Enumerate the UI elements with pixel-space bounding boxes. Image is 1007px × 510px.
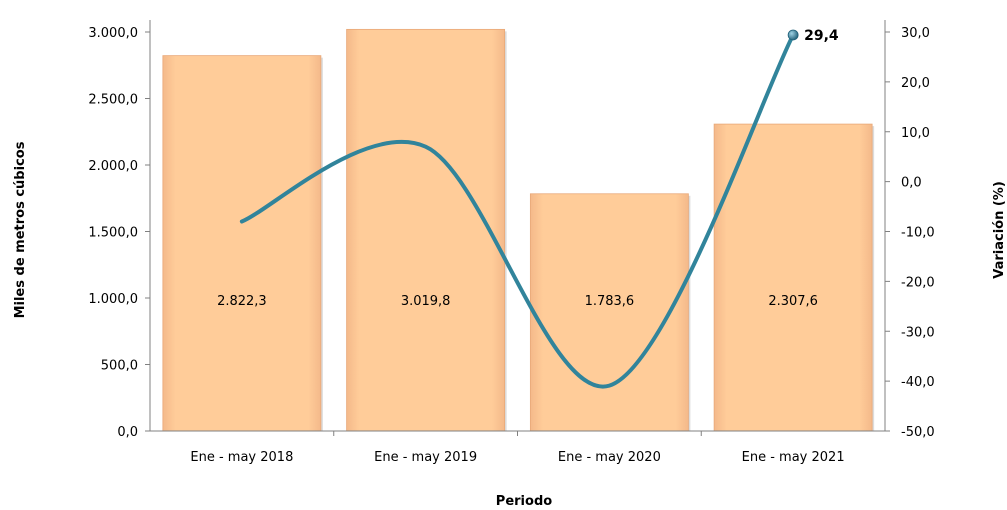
y-tick-label: 500,0 <box>101 359 138 374</box>
bar-value-label: 2.307,6 <box>768 294 818 309</box>
bar-value-label: 2.822,3 <box>217 294 267 309</box>
y2-tick-label: 20,0 <box>901 76 930 91</box>
y-tick-label: 2.000,0 <box>88 159 138 174</box>
bar-data-labels: 2.822,3 3.019,8 1.783,6 2.307,6 <box>217 294 818 309</box>
y-tick-label: 3.000,0 <box>88 26 138 41</box>
bar <box>346 28 506 432</box>
y2-tick-label: 10,0 <box>901 126 930 141</box>
x-tick-label: Ene - may 2018 <box>190 450 293 465</box>
y-tick-label: 1.000,0 <box>88 292 138 307</box>
bar <box>162 55 322 432</box>
line-series: 29,4 <box>239 28 839 389</box>
x-tick-label: Ene - may 2019 <box>374 450 477 465</box>
y-tick-label: 2.500,0 <box>88 93 138 108</box>
y2-tick-label: 30,0 <box>901 26 930 41</box>
bar-series <box>162 28 875 432</box>
x-axis-title: Periodo <box>496 494 552 509</box>
variation-line <box>239 32 796 389</box>
line-point-marker <box>787 29 799 41</box>
y-axis-title: Miles de metros cúbicos <box>13 141 28 318</box>
y-tick-label: 0,0 <box>117 425 138 440</box>
y2-tick-label: -40,0 <box>901 375 935 390</box>
y2-tick-label: -50,0 <box>901 425 935 440</box>
x-tick-label: Ene - may 2021 <box>742 450 845 465</box>
y2-tick-label: -10,0 <box>901 226 935 241</box>
y2-tick-label: -30,0 <box>901 325 935 340</box>
axes: 0,0 500,0 1.000,0 1.500,0 2.000,0 2.500,0 3.00… <box>88 20 935 465</box>
y2-axis-title: Variación (%) <box>992 181 1007 279</box>
y2-tick-label: 0,0 <box>901 176 922 191</box>
line-point-label: 29,4 <box>804 28 839 44</box>
bar <box>529 193 689 432</box>
bar <box>713 123 873 432</box>
bar-value-label: 3.019,8 <box>401 294 451 309</box>
y2-tick-label: -20,0 <box>901 275 935 290</box>
bar-value-label: 1.783,6 <box>585 294 635 309</box>
x-tick-label: Ene - may 2020 <box>558 450 661 465</box>
y-tick-label: 1.500,0 <box>88 226 138 241</box>
